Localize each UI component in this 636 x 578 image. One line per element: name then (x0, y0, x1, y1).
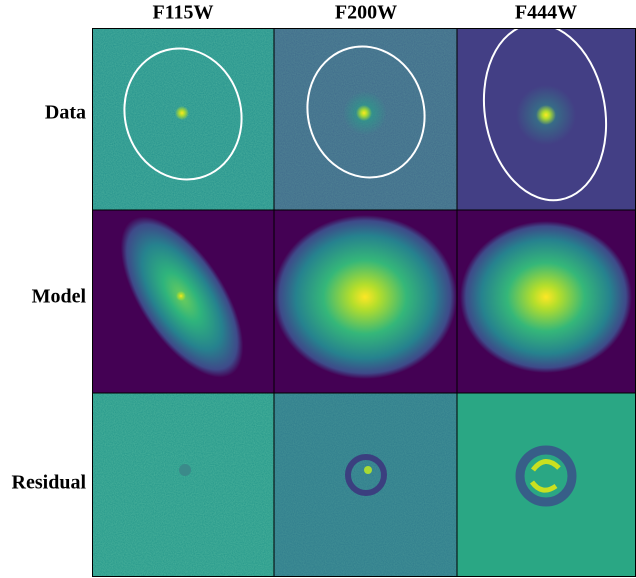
row-label: Data (45, 102, 86, 124)
column-label: F444W (515, 2, 577, 24)
residual-feature (364, 466, 372, 474)
panel-noise (92, 393, 274, 576)
panel-noise (274, 393, 457, 576)
source (536, 105, 556, 125)
data-row-panels (92, 14, 636, 210)
column-label: F200W (335, 2, 397, 24)
figure: F115W F200W F444W Data Model Residual (0, 0, 636, 578)
source (176, 291, 186, 301)
column-label: F115W (152, 2, 213, 24)
source (356, 105, 372, 121)
model-profile (273, 215, 457, 379)
model-row-panels (92, 197, 636, 397)
model-profile (460, 221, 632, 373)
source (175, 106, 189, 120)
row-label: Residual (12, 472, 87, 494)
row-label: Model (32, 286, 87, 308)
residual-feature (179, 464, 191, 476)
panel (457, 393, 636, 576)
residual-row-panels (92, 393, 636, 576)
